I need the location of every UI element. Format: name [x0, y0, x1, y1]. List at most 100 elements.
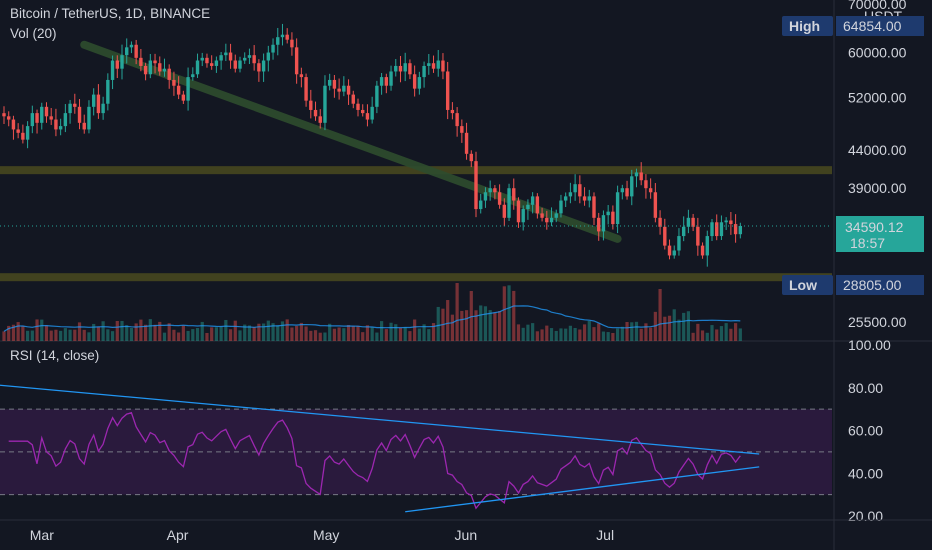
volume-bar: [101, 321, 105, 341]
volume-bar: [488, 310, 492, 341]
volume-bar: [507, 285, 511, 341]
candle-body: [139, 57, 143, 66]
volume-bar: [578, 329, 582, 341]
candle-body: [73, 103, 77, 107]
candle-body: [162, 68, 167, 72]
volume-bar: [634, 321, 639, 341]
volume-bar: [129, 327, 134, 341]
candle-body: [445, 71, 450, 110]
volume-bar: [144, 324, 148, 341]
volume-bar: [257, 323, 261, 341]
candle-body: [91, 94, 96, 107]
volume-bar: [587, 320, 591, 341]
volume-bar: [734, 323, 738, 341]
price-tick-label: 52000.00: [848, 90, 907, 106]
volume-bar: [40, 319, 44, 341]
volume-bar: [724, 323, 728, 341]
volume-bar: [271, 323, 275, 341]
rsi-tick-label: 40.00: [848, 465, 883, 481]
candle-body: [375, 85, 379, 107]
volume-bar: [682, 312, 686, 341]
volume-bar: [526, 324, 530, 341]
volume-bar: [469, 291, 473, 341]
candle-body: [101, 103, 105, 114]
volume-bar: [148, 319, 152, 341]
candle-body: [77, 106, 82, 123]
volume-bar: [564, 328, 568, 341]
candle-body: [705, 236, 709, 256]
candle-body: [247, 55, 252, 58]
price-tick-label: 39000.00: [848, 180, 907, 196]
volume-bar: [205, 332, 209, 341]
candle-body: [521, 209, 525, 223]
candle-body: [304, 77, 308, 101]
candle-body: [313, 109, 318, 117]
candle-body: [615, 192, 620, 225]
candle-body: [450, 109, 455, 114]
candle-body: [115, 60, 119, 69]
candle-body: [7, 116, 11, 120]
volume-bar: [16, 322, 20, 341]
candle-body: [644, 180, 648, 189]
volume-bar: [356, 325, 360, 341]
volume-bar: [422, 324, 426, 341]
low-badge-tag: [782, 275, 833, 295]
candle-body: [460, 126, 464, 133]
candle-body: [516, 200, 521, 223]
candle-body: [25, 126, 30, 140]
volume-bar: [389, 322, 393, 341]
candle-body: [16, 129, 20, 133]
candle-body: [271, 44, 275, 53]
candle-body: [285, 34, 289, 40]
rsi-trend-line-0: [0, 384, 760, 455]
rsi-label: RSI (14, close): [10, 348, 100, 363]
candle-body: [280, 34, 285, 38]
candle-body: [403, 63, 407, 72]
volume-bar: [290, 327, 294, 341]
volume-bar: [299, 322, 303, 341]
candle-body: [356, 103, 360, 110]
chart-title: Bitcoin / TetherUS, 1D, BINANCE: [10, 6, 211, 21]
candle-body: [639, 172, 643, 181]
volume-bar: [502, 286, 506, 341]
candle-body: [346, 85, 351, 95]
candle-body: [715, 222, 719, 237]
volume-bar: [68, 329, 72, 341]
candle-body: [554, 213, 558, 218]
candle-body: [365, 113, 370, 120]
volume-bar: [96, 326, 100, 341]
candle-body: [276, 37, 280, 45]
volume-bar: [545, 325, 549, 341]
candle-body: [266, 52, 271, 61]
volume-bar: [224, 319, 228, 341]
volume-ma-line: [3, 305, 741, 332]
volume-bar: [531, 323, 535, 341]
candle-body: [667, 245, 672, 256]
rsi-pane[interactable]: [0, 383, 832, 513]
volume-bar: [63, 328, 67, 341]
candle-body: [294, 47, 299, 75]
time-tick-label: Mar: [30, 527, 54, 543]
volume-bar: [686, 311, 690, 341]
candle-body: [209, 63, 214, 66]
candle-body: [11, 119, 16, 130]
candle-body: [488, 188, 492, 193]
volume-bar: [342, 328, 346, 341]
rsi-tick-label: 20.00: [848, 508, 883, 524]
volume-label: Vol (20): [10, 26, 57, 41]
volume-bar: [394, 324, 398, 341]
candle-body: [625, 188, 629, 197]
rsi-trend-line-1: [405, 466, 760, 513]
candle-body: [106, 79, 110, 104]
volume-bar: [535, 331, 539, 341]
candle-body: [172, 79, 176, 86]
volume-bar: [370, 327, 374, 341]
volume-bar: [715, 329, 719, 341]
volume-bar: [365, 325, 370, 341]
candle-body: [224, 52, 228, 56]
candle-body: [630, 176, 634, 197]
